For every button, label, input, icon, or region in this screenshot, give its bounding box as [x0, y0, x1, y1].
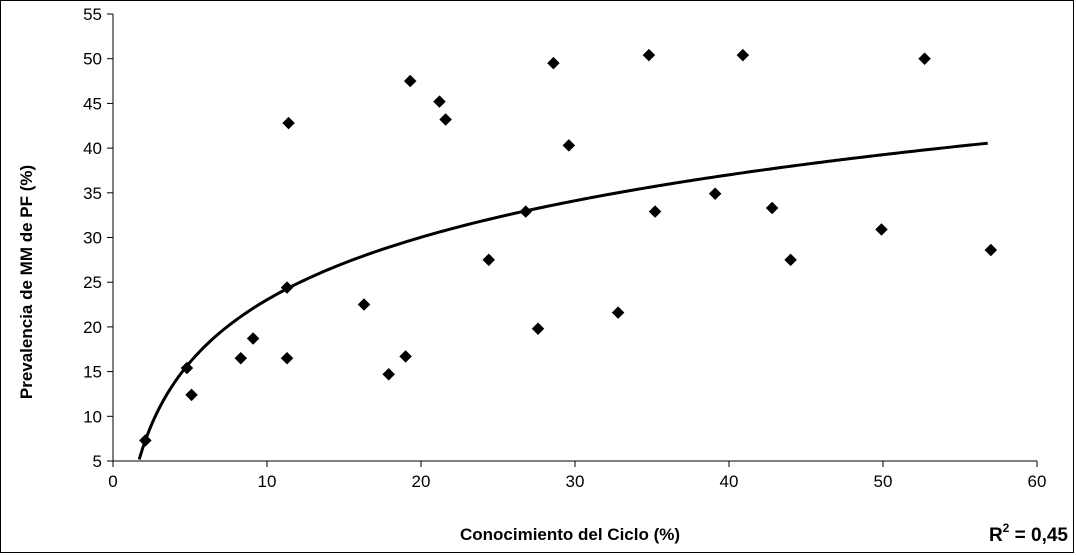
x-axis-title: Conocimiento del Ciclo (%): [460, 525, 680, 544]
data-point-diamond: [138, 434, 152, 447]
axes: [112, 14, 1037, 462]
data-point-diamond: [547, 56, 560, 70]
data-point-diamond: [185, 388, 198, 402]
x-tick-label: 50: [874, 472, 893, 491]
x-tick-label: 60: [1028, 472, 1047, 491]
log-trendline: [137, 141, 988, 460]
r-squared-letter: R: [989, 525, 1003, 546]
y-tick-label: 35: [83, 184, 102, 203]
data-point-diamond: [736, 48, 750, 62]
x-tick-label: 10: [258, 472, 277, 491]
y-tick-label: 5: [93, 452, 102, 471]
data-point-diamond: [234, 351, 248, 365]
data-point-diamond: [280, 281, 294, 294]
data-point-diamond: [784, 253, 797, 267]
data-point-diamond: [642, 48, 656, 62]
data-point-diamond: [246, 332, 260, 345]
data-point-diamond: [918, 52, 931, 66]
x-tick-label: 0: [108, 472, 117, 491]
y-tick-label: 10: [83, 407, 102, 426]
data-point-diamond: [708, 187, 722, 201]
y-tick-label: 45: [83, 94, 102, 113]
data-point-diamond: [382, 367, 396, 381]
y-tick-label: 15: [83, 363, 102, 382]
data-point-diamond: [403, 74, 417, 88]
data-point-diamond: [180, 361, 194, 375]
data-point-diamond: [282, 116, 295, 130]
y-tick-label: 30: [83, 229, 102, 248]
y-tick-label: 20: [83, 318, 102, 337]
x-tick-label: 40: [720, 472, 739, 491]
data-point-diamond: [433, 95, 446, 108]
y-axis-title: Prevalencia de MM de PF (%): [17, 165, 36, 399]
y-tick-label: 50: [83, 50, 102, 69]
data-point-diamond: [439, 113, 452, 126]
trendline-group: [137, 141, 988, 460]
x-tick-label: 30: [566, 472, 585, 491]
y-tick-label: 55: [83, 5, 102, 24]
data-point-diamond: [562, 139, 576, 152]
data-point-diamond: [765, 201, 779, 215]
data-point-diamond: [648, 205, 662, 218]
data-points: [138, 48, 998, 447]
data-point-diamond: [875, 223, 888, 236]
data-point-diamond: [482, 253, 496, 267]
data-point-diamond: [984, 243, 998, 257]
data-point-diamond: [611, 306, 625, 319]
x-tick-label: 20: [412, 472, 431, 491]
data-point-diamond: [531, 322, 545, 336]
y-tick-label: 40: [83, 139, 102, 158]
ticks: 0 10 20 30 40 50 60 5 10 15 20 25 30 35 40 45 50 55: [83, 5, 1046, 491]
r-squared-superscript: 2: [1003, 521, 1010, 535]
y-tick-label: 25: [83, 273, 102, 292]
r-squared-value: = 0,45: [1009, 525, 1068, 546]
data-point-diamond: [357, 298, 371, 311]
data-point-diamond: [519, 205, 533, 218]
data-point-diamond: [399, 350, 412, 363]
r-squared-label: R2 = 0,45: [989, 521, 1068, 546]
data-point-diamond: [280, 351, 294, 365]
